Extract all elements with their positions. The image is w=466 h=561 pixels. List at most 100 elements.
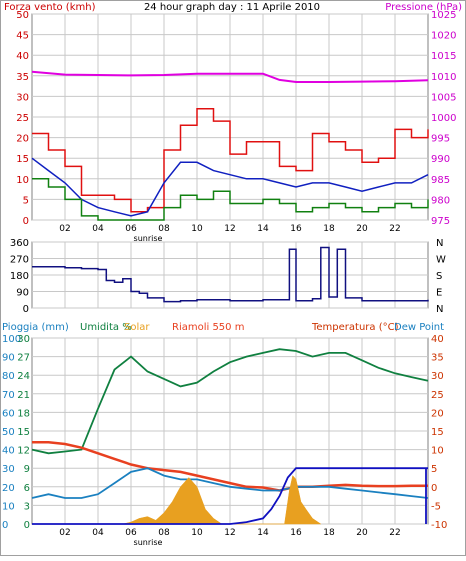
pressure-y-tick: 975 — [431, 216, 450, 227]
rain-y-tick: 50 — [2, 427, 15, 438]
wind-pressure-series — [31, 70, 429, 221]
humidity-y-tick: 9 — [24, 464, 30, 475]
rain-y-tick: 70 — [2, 390, 15, 401]
pressure-y-tick: 1000 — [431, 113, 456, 124]
pressure-y-tick: 1025 — [431, 10, 456, 21]
humidity-y-tick: 6 — [24, 483, 30, 494]
x-tick-label: 20 — [356, 528, 368, 538]
direction-y-tick: 270 — [10, 255, 29, 266]
temperature-series-line — [32, 440, 428, 492]
x-tick-label: 14 — [257, 224, 269, 234]
wind-y-tick: 40 — [16, 51, 29, 62]
wind-y-tick: 25 — [16, 113, 29, 124]
humidity-y-tick: 27 — [17, 353, 30, 364]
wind-y-tick: 50 — [16, 10, 29, 21]
sunrise-label-bottom: sunrise — [134, 538, 163, 547]
wind-y-tick: 45 — [16, 31, 29, 42]
x-tick-label: 12 — [224, 528, 235, 538]
humidity-y-tick: 21 — [17, 390, 30, 401]
compass-label: N — [436, 238, 443, 249]
wind-y-tick: 30 — [16, 92, 29, 103]
direction-series-line — [32, 246, 429, 303]
x-tick-label: 18 — [323, 224, 335, 234]
x-tick-label: 16 — [290, 528, 302, 538]
temperature-y-tick: 0 — [431, 483, 437, 494]
humidity-axis-title: Umidita % — [80, 322, 132, 333]
wind-axis-title: Forza vento (kmh) — [4, 2, 96, 13]
rain-y-tick: 40 — [2, 446, 15, 457]
rain-axis-title: Pioggia (mm) — [2, 322, 69, 333]
wind-x-ticks: 02 04 06 08 10 12 14 16 18 20 22 — [59, 224, 400, 234]
temperature-y-tick: 40 — [431, 334, 444, 345]
pressure-axis-title: Pressione (hPa) — [385, 2, 462, 13]
x-tick-label: 04 — [92, 528, 104, 538]
rain-y-tick: 100 — [2, 334, 21, 345]
rain-y-tick: 30 — [2, 464, 15, 475]
temperature-y-tick: 30 — [431, 371, 444, 382]
humidity-series-line — [31, 348, 429, 455]
temp-x-ticks: 02 04 06 08 10 12 14 16 18 20 22 — [59, 528, 400, 538]
page-title: 24 hour graph day : 11 Aprile 2010 — [144, 2, 320, 13]
compass-label: N — [436, 304, 443, 315]
sunrise-label-top: sunrise — [134, 234, 163, 243]
direction-y-tick: 0 — [23, 304, 29, 315]
x-tick-label: 18 — [323, 528, 335, 538]
x-tick-label: 02 — [59, 528, 70, 538]
humidity-y-tick: 15 — [17, 427, 30, 438]
x-tick-label: 06 — [125, 224, 137, 234]
wind-y-tick: 35 — [16, 72, 29, 83]
x-tick-label: 22 — [389, 224, 400, 234]
x-tick-label: 08 — [158, 528, 170, 538]
pressure-y-tick: 985 — [431, 175, 450, 186]
wind-y-tick: 10 — [16, 175, 29, 186]
temperature-y-tick: 10 — [431, 446, 444, 457]
rain-y-tick: 10 — [2, 501, 15, 512]
rain-y-tick: 90 — [2, 353, 15, 364]
solar-series-area — [122, 475, 322, 525]
x-tick-label: 12 — [224, 224, 235, 234]
temperature-axis-title: Temperatura (°C) — [311, 322, 399, 333]
pressure-y-tick: 1015 — [431, 51, 456, 62]
compass-label: E — [436, 288, 442, 299]
direction-grid: 0 N 90 E 180 S 270 W 360 N — [10, 238, 446, 315]
temperature-y-tick: 25 — [431, 390, 444, 401]
riamoli-legend-label: Riamoli 550 m — [172, 322, 244, 333]
rain-y-tick: 0 — [2, 520, 8, 531]
x-tick-label: 10 — [191, 528, 203, 538]
humidity-y-tick: 0 — [24, 520, 30, 531]
solar-legend-label: Solar — [124, 322, 150, 333]
temperature-y-tick: -5 — [431, 501, 441, 512]
x-tick-label: 04 — [92, 224, 104, 234]
x-tick-label: 20 — [356, 224, 368, 234]
x-tick-label: 08 — [158, 224, 170, 234]
rain-y-tick: 20 — [2, 483, 15, 494]
pressure-y-tick: 980 — [431, 195, 450, 206]
pressure-y-tick: 990 — [431, 154, 450, 165]
x-tick-label: 02 — [59, 224, 70, 234]
wind-y-tick: 20 — [16, 134, 29, 145]
compass-label: W — [436, 255, 446, 266]
rain-series-line — [32, 467, 428, 525]
temperature-y-tick: 5 — [431, 464, 437, 475]
humidity-y-tick: 18 — [17, 408, 30, 419]
pressure-series-line — [31, 70, 429, 83]
temp-humidity-series — [31, 348, 429, 525]
direction-y-tick: 180 — [10, 271, 29, 282]
x-tick-label: 06 — [125, 528, 137, 538]
direction-series — [32, 246, 429, 303]
direction-y-tick: 90 — [16, 288, 29, 299]
x-tick-label: 16 — [290, 224, 302, 234]
pressure-y-tick: 1010 — [431, 72, 456, 83]
x-tick-label: 10 — [191, 224, 203, 234]
temperature-y-tick: 35 — [431, 353, 444, 364]
temperature-y-tick: 20 — [431, 408, 444, 419]
x-tick-label: 14 — [257, 528, 269, 538]
low-series-line — [32, 178, 429, 221]
wind-y-tick: 15 — [16, 154, 29, 165]
wind-y-tick: 5 — [23, 195, 29, 206]
humidity-y-tick: 12 — [17, 446, 30, 457]
rain-y-tick: 60 — [2, 408, 15, 419]
